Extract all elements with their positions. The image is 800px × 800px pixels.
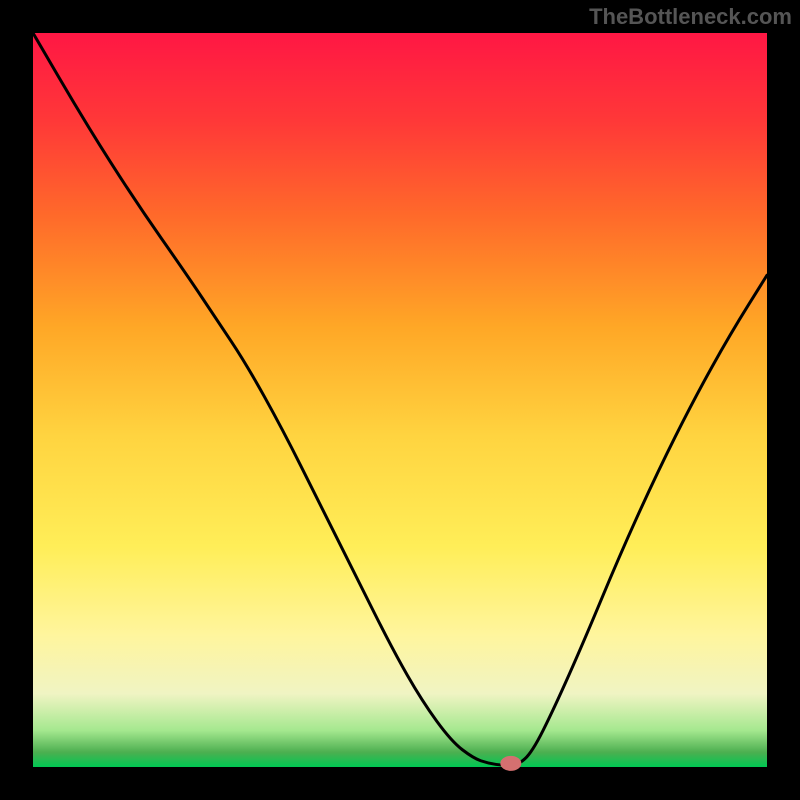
chart-container: TheBottleneck.com: [0, 0, 800, 800]
optimal-marker: [501, 756, 521, 770]
plot-area: [33, 33, 767, 767]
chart-svg: [0, 0, 800, 800]
watermark-text: TheBottleneck.com: [589, 4, 792, 30]
